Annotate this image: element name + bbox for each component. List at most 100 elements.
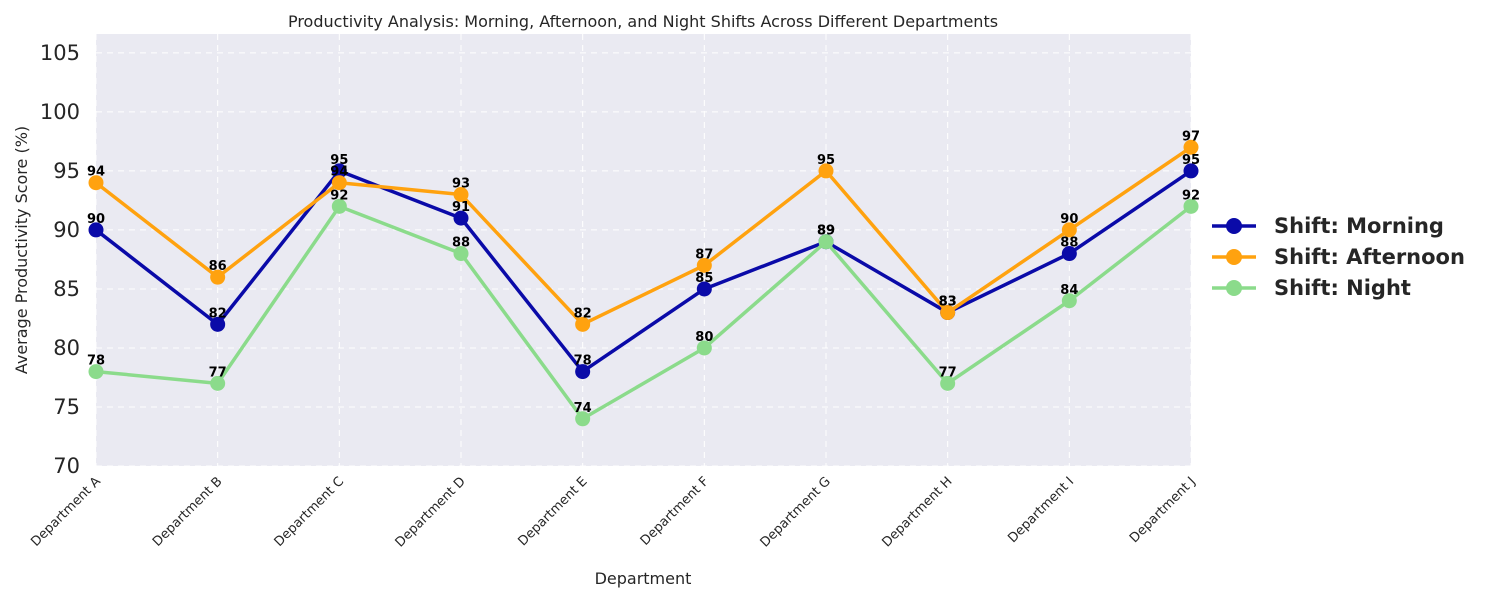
data-label: 87 bbox=[695, 247, 713, 262]
data-point bbox=[88, 222, 104, 238]
data-point bbox=[210, 375, 226, 391]
data-label: 92 bbox=[1182, 188, 1200, 203]
grid-lines bbox=[95, 34, 1192, 467]
y-axis-ticks: 70 75 80 85 90 95 100 105 bbox=[40, 41, 80, 478]
legend-item: Shift: Afternoon bbox=[1212, 245, 1465, 269]
y-tick-label: 70 bbox=[53, 454, 80, 478]
data-point bbox=[940, 375, 956, 391]
x-tick-label: Department A bbox=[28, 474, 104, 550]
data-point bbox=[210, 316, 226, 332]
data-point bbox=[1183, 198, 1199, 214]
data-labels: 9082959178858983889594869493828795839097… bbox=[87, 129, 1200, 415]
data-label: 83 bbox=[939, 295, 957, 310]
x-tick-label: Department E bbox=[516, 474, 591, 549]
data-point bbox=[331, 198, 347, 214]
y-tick-label: 90 bbox=[53, 218, 80, 242]
data-point bbox=[453, 210, 469, 226]
data-label: 95 bbox=[1182, 153, 1200, 168]
data-point bbox=[575, 316, 591, 332]
legend-item: Shift: Night bbox=[1212, 276, 1411, 300]
data-point bbox=[575, 411, 591, 427]
series-shift-night bbox=[88, 198, 1199, 427]
x-tick-label: Department D bbox=[393, 474, 469, 550]
legend-marker bbox=[1226, 218, 1242, 234]
x-axis-ticks: Department A Department B Department C Depa… bbox=[28, 474, 1198, 550]
data-point bbox=[1183, 163, 1199, 179]
data-point bbox=[88, 175, 104, 191]
legend-label: Shift: Night bbox=[1274, 276, 1411, 300]
data-label: 88 bbox=[1060, 236, 1078, 251]
data-point bbox=[210, 269, 226, 285]
x-tick-label: Department I bbox=[1005, 474, 1077, 546]
x-tick-label: Department C bbox=[272, 474, 348, 550]
legend-marker bbox=[1226, 280, 1242, 296]
y-tick-label: 75 bbox=[53, 395, 80, 419]
data-point bbox=[696, 281, 712, 297]
y-tick-label: 100 bbox=[40, 100, 80, 124]
y-tick-label: 95 bbox=[53, 159, 80, 183]
data-label: 74 bbox=[574, 401, 592, 416]
data-point bbox=[453, 187, 469, 203]
x-axis-label: Department bbox=[595, 569, 692, 588]
data-label: 95 bbox=[817, 153, 835, 168]
data-point bbox=[1061, 293, 1077, 309]
data-label: 80 bbox=[695, 330, 713, 345]
data-label: 92 bbox=[330, 188, 348, 203]
data-point bbox=[575, 364, 591, 380]
data-label: 78 bbox=[87, 354, 105, 369]
data-point bbox=[331, 175, 347, 191]
data-label: 97 bbox=[1182, 129, 1200, 144]
series-line bbox=[94, 169, 1192, 374]
x-tick-label: Department G bbox=[758, 474, 834, 550]
legend-label: Shift: Afternoon bbox=[1274, 245, 1465, 269]
data-label: 90 bbox=[1060, 212, 1078, 227]
data-label: 83 bbox=[939, 295, 957, 310]
y-axis-label: Average Productivity Score (%) bbox=[12, 126, 31, 374]
y-tick-label: 80 bbox=[53, 336, 80, 360]
data-label: 77 bbox=[939, 365, 957, 380]
legend: Shift: Morning Shift: Afternoon Shift: Nig… bbox=[1212, 214, 1465, 300]
data-label: 85 bbox=[695, 271, 713, 286]
data-label: 88 bbox=[452, 236, 470, 251]
data-point bbox=[331, 163, 347, 179]
y-tick-label: 85 bbox=[53, 277, 80, 301]
data-point bbox=[453, 246, 469, 262]
legend-item: Shift: Morning bbox=[1212, 214, 1444, 238]
chart-title: Productivity Analysis: Morning, Afternoo… bbox=[288, 12, 998, 31]
legend-label: Shift: Morning bbox=[1274, 214, 1444, 238]
data-label: 94 bbox=[87, 165, 105, 180]
data-label: 86 bbox=[209, 259, 227, 274]
plot-area bbox=[96, 34, 1191, 466]
x-tick-label: Department F bbox=[638, 474, 712, 548]
data-label: 89 bbox=[817, 224, 835, 239]
data-label: 82 bbox=[574, 306, 592, 321]
data-label: 89 bbox=[817, 224, 835, 239]
x-tick-label: Department B bbox=[150, 474, 225, 549]
x-tick-label: Department J bbox=[1127, 474, 1199, 546]
data-label: 95 bbox=[330, 153, 348, 168]
data-point bbox=[696, 340, 712, 356]
data-label: 77 bbox=[209, 365, 227, 380]
data-point bbox=[1061, 246, 1077, 262]
data-point bbox=[818, 234, 834, 250]
data-label: 94 bbox=[330, 165, 348, 180]
data-point bbox=[940, 305, 956, 321]
legend-marker bbox=[1226, 249, 1242, 265]
series-group bbox=[88, 139, 1199, 427]
data-label: 90 bbox=[87, 212, 105, 227]
data-label: 84 bbox=[1060, 283, 1078, 298]
data-label: 91 bbox=[452, 200, 470, 215]
data-point bbox=[696, 257, 712, 273]
series-line bbox=[94, 145, 1192, 327]
data-label: 78 bbox=[574, 354, 592, 369]
data-point bbox=[88, 364, 104, 380]
series-shift-afternoon bbox=[88, 139, 1199, 332]
data-point bbox=[1183, 139, 1199, 155]
data-label: 82 bbox=[209, 306, 227, 321]
y-tick-label: 105 bbox=[40, 41, 80, 65]
series-line bbox=[95, 204, 1193, 421]
data-label: 93 bbox=[452, 177, 470, 192]
x-tick-label: Department H bbox=[879, 474, 955, 550]
data-point bbox=[1061, 222, 1077, 238]
